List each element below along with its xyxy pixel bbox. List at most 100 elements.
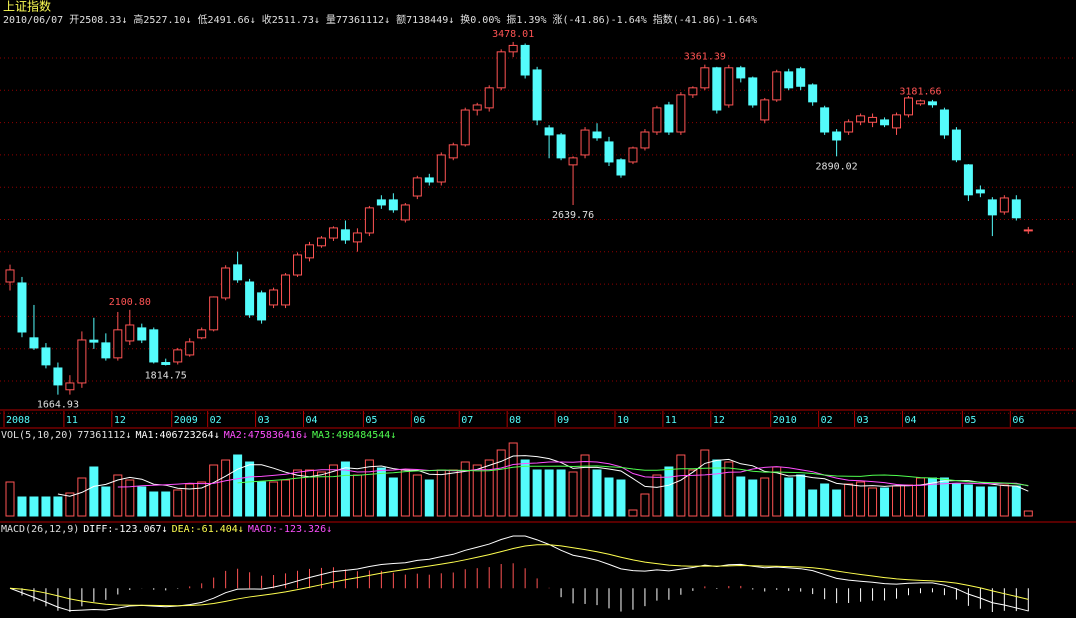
candle-body [832,131,842,141]
candle-body [436,154,446,183]
candle-body [89,339,99,343]
volume-bar [856,481,866,517]
candle-body [388,199,398,211]
volume-bar [999,484,1009,517]
candle-body [328,227,338,239]
volume-bar [1011,485,1021,517]
candle-body [1011,199,1021,219]
x-tick-label: 11 [665,415,677,426]
x-tick-label: 2010 [773,415,797,426]
volume-bar [424,479,434,517]
quote-info: 2010/06/07 开2508.33↓ 高2527.10↓ 低2491.66↓ 收25… [3,13,757,26]
volume-bar [233,454,243,517]
volume-bar [532,469,542,517]
volume-bar [880,487,890,517]
candle-body [568,157,578,166]
info-item: 收2511.73↓ [262,13,320,26]
candle-body [65,382,75,391]
volume-bar [77,477,87,517]
volume-bar [209,464,219,517]
legend-item: VOL(5,10,20) [1,430,73,441]
candle-body [233,264,243,281]
volume-bar [197,481,207,517]
high-label: 2100.80 [109,297,151,308]
candle-body [724,67,734,106]
candle-body [592,131,602,139]
candle-body [712,67,722,111]
info-item: 额7138449↓ [396,13,454,26]
volume-bar [604,477,614,517]
volume-bar [185,483,195,517]
volume-bar [173,489,183,517]
volume-bar [113,474,123,517]
candle-body [364,207,374,234]
candle-body [472,104,482,111]
candle-body [975,189,985,194]
candle-body [999,197,1009,213]
candle-body [257,292,267,321]
volume-bar [796,474,806,517]
volume-bar [281,479,291,517]
candle-body [796,68,806,87]
x-tick-label: 11 [66,415,78,426]
volume-bar [328,464,338,517]
ma-line [117,460,1029,488]
candle-body [77,339,87,384]
candle-body [281,274,291,306]
candle-body [113,329,123,359]
index-title: 上证指数 [3,0,51,14]
volume-bar [987,486,997,517]
volume-bar [245,461,255,517]
volume-bar [963,484,973,517]
candle-body [5,269,15,283]
x-tick-label: 07 [461,415,473,426]
volume-bar [904,484,913,517]
candle-body [544,127,554,136]
candle-body [532,69,542,121]
volume-bar [808,489,818,517]
legend-item: MA3:498484544↓ [312,430,396,441]
volume-bar [736,476,746,517]
candle-body [736,67,746,79]
volume-bar [293,469,303,517]
candle-body [340,229,350,241]
volume-bar [844,483,854,517]
legend-item: DEA:-61.404↓ [172,524,244,535]
candle-body [915,100,925,105]
candle-body [412,177,422,197]
volume-bar [544,469,554,517]
legend-item: MACD(26,12,9) [1,524,79,535]
volume-bar [5,481,15,517]
volume-bar [556,469,566,517]
candle-body [772,71,782,101]
volume-bar [412,474,422,517]
volume-bar [628,509,638,517]
volume-bar [892,485,902,517]
x-tick-label: 03 [857,415,869,426]
low-label: 1814.75 [145,370,187,381]
volume-bar [221,459,231,517]
candle-body [400,204,410,221]
volume-bar [496,449,506,517]
volume-bar [568,471,578,517]
volume-bar [951,483,961,517]
volume-bar [257,481,267,517]
volume-bar [101,486,111,517]
candle-body [17,282,27,333]
info-item: 指数(-41.86)-1.64% [653,13,757,26]
candle-body [616,159,626,176]
volume-bar [400,469,410,517]
candle-body [868,116,878,123]
volume-legend: VOL(5,10,20) 77361112↓ MA1:406723264↓ MA2:4… [1,430,396,441]
info-item: 高2527.10↓ [133,13,191,26]
candle-body [137,327,147,341]
volume-bar [388,477,398,517]
volume-bar [316,471,326,517]
x-tick-label: 12 [713,415,725,426]
volume-bar [915,477,925,517]
candle-body [269,289,279,306]
x-tick-label: 12 [114,415,126,426]
candle-body [951,129,961,161]
volume-bar [89,466,99,517]
low-label: 2890.02 [816,161,858,172]
